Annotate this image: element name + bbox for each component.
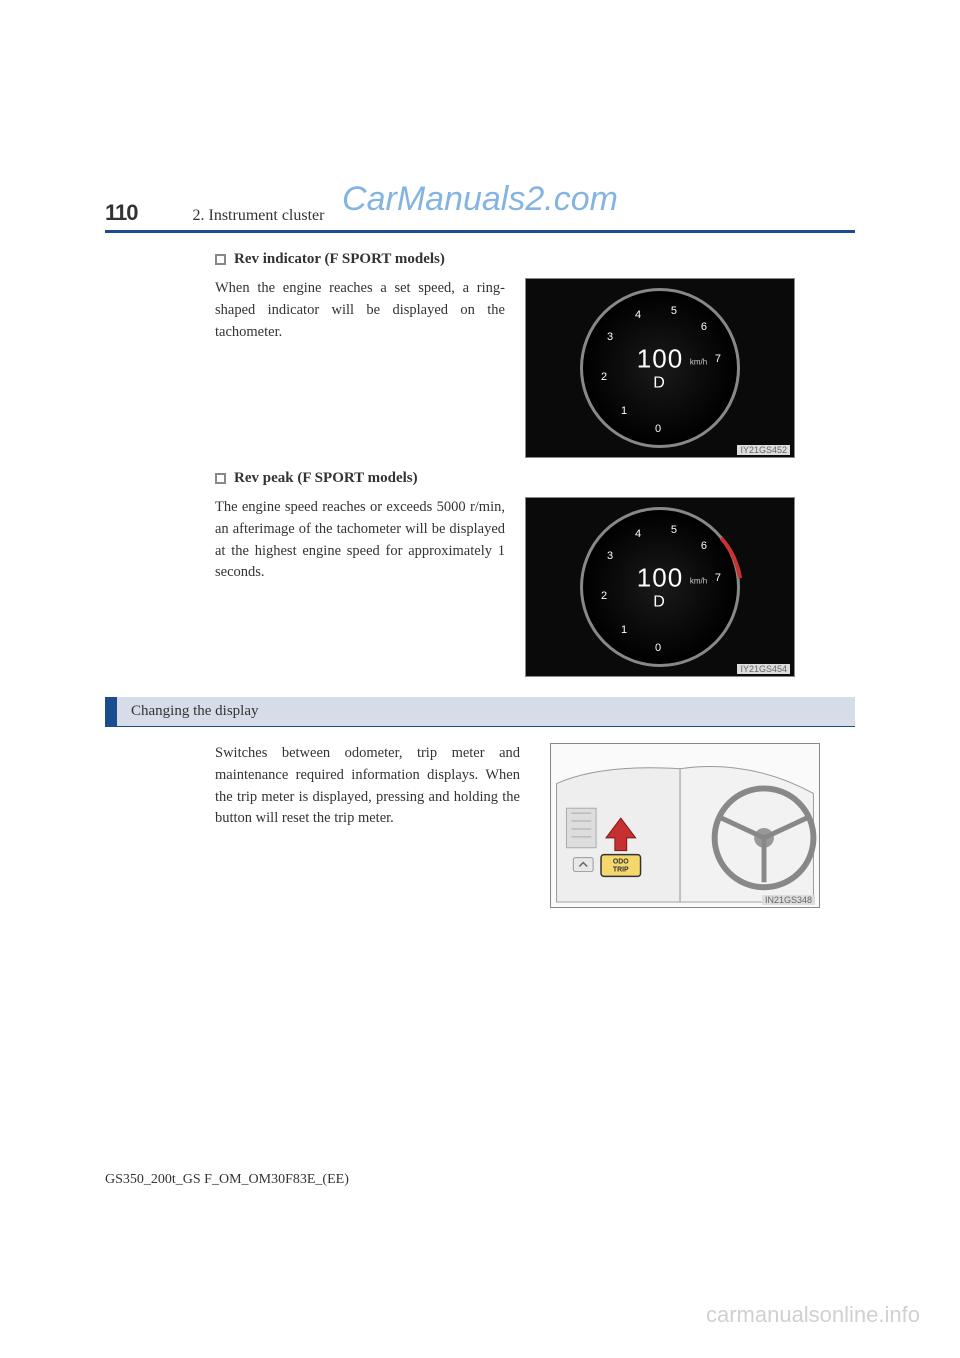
block-rev-peak: Rev peak (F SPORT models) The engine spe…	[215, 470, 855, 677]
tick-0: 0	[655, 423, 661, 435]
section-tab-title: Changing the display	[117, 697, 855, 726]
tick-5: 5	[671, 524, 677, 536]
bullet-icon	[215, 473, 226, 484]
figure-label: IN21GS348	[762, 895, 815, 905]
section-title: 2. Instrument cluster	[193, 207, 325, 225]
tick-4: 4	[635, 309, 641, 321]
block-changing-display: Switches between odometer, trip meter an…	[215, 743, 855, 908]
subheading-rev-indicator: Rev indicator (F SPORT models)	[215, 251, 855, 268]
tick-7: 7	[715, 572, 721, 584]
footer-code: GS350_200t_GS F_OM_OM30F83E_(EE)	[105, 1172, 349, 1188]
figure-label: IY21GS454	[737, 664, 790, 674]
tick-5: 5	[671, 305, 677, 317]
section-tab-bar	[105, 697, 117, 726]
body-text: The engine speed reaches or exceeds 5000…	[215, 497, 505, 584]
tach-gear: D	[637, 594, 683, 612]
tick-3: 3	[607, 331, 613, 343]
tick-2: 2	[601, 371, 607, 383]
subheading-rev-peak: Rev peak (F SPORT models)	[215, 470, 855, 487]
tick-7: 7	[715, 353, 721, 365]
page-number: 110	[105, 200, 138, 226]
section-tab-changing-display: Changing the display	[105, 697, 855, 727]
page-content: 110 2. Instrument cluster Rev indicator …	[0, 0, 960, 968]
tick-4: 4	[635, 528, 641, 540]
figure-label: IY21GS452	[737, 445, 790, 455]
dashboard-svg: ODO TRIP	[551, 744, 819, 907]
body-text: When the engine reaches a set speed, a r…	[215, 278, 505, 343]
tachometer-figure-2: 0 1 2 3 4 5 6 7 100 km/h D	[525, 497, 795, 677]
watermark-bottom: carmanualsonline.info	[706, 1302, 920, 1328]
tach-gear: D	[637, 375, 683, 393]
tick-0: 0	[655, 642, 661, 654]
tach-speed: 100	[637, 563, 683, 593]
tach-speed: 100	[637, 344, 683, 374]
watermark-top: CarManuals2.com	[342, 180, 618, 219]
tachometer-dial: 0 1 2 3 4 5 6 7 100 km/h D	[580, 507, 740, 667]
tachometer-dial: 0 1 2 3 4 5 6 7 100 km/h D	[580, 288, 740, 448]
subheading-text: Rev peak (F SPORT models)	[234, 470, 418, 487]
block-rev-indicator: Rev indicator (F SPORT models) When the …	[215, 251, 855, 458]
subheading-text: Rev indicator (F SPORT models)	[234, 251, 445, 268]
tick-6: 6	[701, 321, 707, 333]
tachometer-figure-1: 0 1 2 3 4 5 6 7 100 km/h D	[525, 278, 795, 458]
tach-unit: km/h	[690, 577, 707, 586]
dashboard-figure: ODO TRIP IN21GS348	[550, 743, 820, 908]
tick-2: 2	[601, 590, 607, 602]
tick-6: 6	[701, 540, 707, 552]
odo-label: ODO	[613, 859, 629, 866]
tick-3: 3	[607, 550, 613, 562]
tach-unit: km/h	[690, 358, 707, 367]
body-text: Switches between odometer, trip meter an…	[215, 743, 520, 830]
trip-label: TRIP	[613, 866, 629, 873]
tick-1: 1	[621, 624, 627, 636]
tick-1: 1	[621, 405, 627, 417]
bullet-icon	[215, 254, 226, 265]
